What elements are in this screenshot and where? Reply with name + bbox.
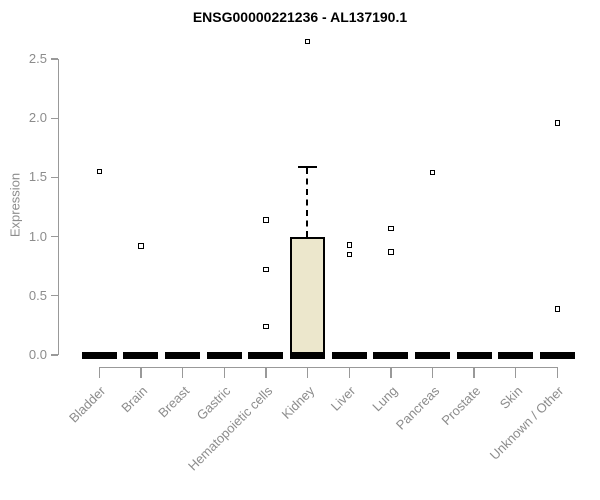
median-bar: [415, 351, 450, 359]
x-tick: [348, 367, 350, 378]
chart-title: ENSG00000221236 - AL137190.1: [192, 9, 408, 25]
outlier-marker: [304, 38, 311, 44]
y-tick: [50, 235, 58, 238]
y-tick: [50, 176, 58, 179]
median-bar: [206, 351, 242, 359]
median-bar: [123, 351, 159, 359]
y-tick: [50, 58, 58, 60]
outlier-marker: [388, 249, 394, 255]
whisker-cap: [298, 165, 318, 168]
outlier-marker: [346, 251, 352, 258]
median-bar: [248, 351, 284, 359]
outlier-marker: [554, 120, 561, 126]
median-bar: [165, 351, 201, 359]
outlier-marker: [263, 217, 269, 223]
y-tick-label: 1.0: [28, 228, 47, 244]
x-tick: [306, 367, 309, 378]
x-tick: [223, 367, 225, 378]
y-tick-label: 1.5: [28, 169, 47, 185]
x-tick: [431, 367, 434, 378]
outlier-marker: [263, 267, 269, 273]
outlier-marker: [554, 306, 561, 312]
median-bar: [81, 351, 117, 359]
x-label-unknown-other: Unknown / Other: [487, 383, 567, 463]
median-bar: [290, 351, 326, 359]
median-bar: [539, 351, 575, 359]
x-tick: [265, 367, 267, 378]
median-bar: [456, 351, 492, 359]
outlier-marker: [346, 242, 352, 248]
outlier-marker: [96, 168, 102, 175]
median-bar: [498, 351, 534, 359]
y-tick: [50, 117, 58, 119]
outlier-marker: [429, 169, 436, 176]
x-tick: [473, 367, 475, 378]
y-tick-label: 2.5: [28, 51, 47, 66]
outlier-marker: [388, 225, 394, 231]
x-axis-line: [99, 367, 558, 369]
outlier-marker: [138, 243, 144, 249]
box-kidney: [290, 236, 326, 357]
median-bar: [373, 351, 409, 359]
y-tick-label: 0.0: [28, 347, 47, 362]
outlier-marker: [263, 323, 269, 330]
y-tick-label: 2.0: [28, 110, 47, 126]
y-tick: [50, 295, 58, 297]
y-tick: [50, 354, 58, 356]
x-tick: [390, 367, 392, 378]
x-tick: [140, 367, 142, 378]
x-tick: [98, 367, 100, 378]
y-tick-label: 0.5: [28, 287, 47, 303]
x-tick: [515, 367, 517, 378]
y-axis-line: [58, 59, 60, 355]
x-tick: [181, 367, 184, 378]
whisker-stem: [306, 167, 309, 237]
x-tick: [556, 367, 559, 378]
median-bar: [331, 351, 367, 359]
